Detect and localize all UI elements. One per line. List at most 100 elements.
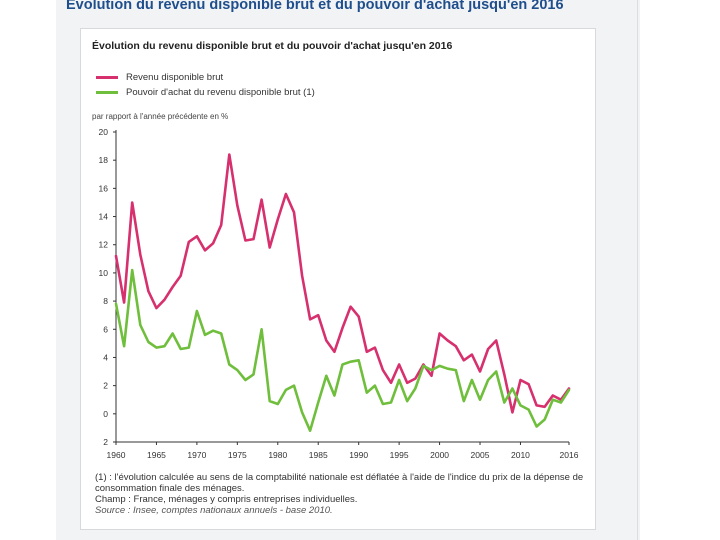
- data-point-revenu: [471, 353, 473, 355]
- data-point-pouvoir: [180, 348, 182, 350]
- y-tick-label: 6: [103, 324, 108, 334]
- data-point-pouvoir: [358, 359, 360, 361]
- data-point-revenu: [163, 299, 165, 301]
- data-point-revenu: [398, 363, 400, 365]
- x-tick-label: 1990: [349, 450, 368, 460]
- data-point-revenu: [236, 204, 238, 206]
- footnote-source: Source : Insee, comptes nationaux annuel…: [95, 505, 333, 516]
- data-point-revenu: [188, 241, 190, 243]
- data-point-revenu: [180, 275, 182, 277]
- x-tick-label: 2005: [471, 450, 490, 460]
- data-point-pouvoir: [293, 384, 295, 386]
- data-point-pouvoir: [341, 363, 343, 365]
- x-tick-label: 2000: [430, 450, 449, 460]
- data-point-revenu: [212, 242, 214, 244]
- data-point-pouvoir: [511, 387, 513, 389]
- data-point-pouvoir: [560, 401, 562, 403]
- data-point-pouvoir: [139, 324, 141, 326]
- data-point-pouvoir: [503, 401, 505, 403]
- data-point-pouvoir: [171, 332, 173, 334]
- data-point-revenu: [293, 211, 295, 213]
- legend-label-revenu: Revenu disponible brut: [126, 72, 224, 83]
- data-point-pouvoir: [147, 341, 149, 343]
- data-point-pouvoir: [252, 373, 254, 375]
- y-tick-label: 2: [103, 381, 108, 391]
- data-point-pouvoir: [479, 399, 481, 401]
- data-point-pouvoir: [398, 379, 400, 381]
- data-point-revenu: [527, 383, 529, 385]
- x-tick-label: 2016: [560, 450, 579, 460]
- data-point-revenu: [358, 315, 360, 317]
- data-point-pouvoir: [438, 365, 440, 367]
- data-point-pouvoir: [260, 328, 262, 330]
- data-point-pouvoir: [568, 389, 570, 391]
- data-point-pouvoir: [422, 365, 424, 367]
- data-point-pouvoir: [204, 334, 206, 336]
- data-point-pouvoir: [123, 345, 125, 347]
- data-point-pouvoir: [535, 425, 537, 427]
- data-point-pouvoir: [544, 418, 546, 420]
- data-point-pouvoir: [414, 387, 416, 389]
- x-tick-label: 1960: [107, 450, 126, 460]
- chart-footnotes: (1) : l'évolution calculée au sens de la…: [95, 472, 585, 516]
- data-point-revenu: [204, 249, 206, 251]
- data-point-revenu: [552, 394, 554, 396]
- legend-item-pouvoir: Pouvoir d'achat du revenu disponible bru…: [96, 85, 315, 100]
- data-point-revenu: [495, 339, 497, 341]
- data-point-revenu: [455, 345, 457, 347]
- data-point-revenu: [341, 327, 343, 329]
- data-point-revenu: [155, 307, 157, 309]
- data-point-pouvoir: [325, 375, 327, 377]
- data-point-pouvoir: [236, 369, 238, 371]
- data-point-pouvoir: [131, 269, 133, 271]
- data-point-revenu: [325, 339, 327, 341]
- data-point-pouvoir: [317, 401, 319, 403]
- x-tick-label: 1995: [390, 450, 409, 460]
- data-point-revenu: [260, 198, 262, 200]
- x-tick-label: 1985: [309, 450, 328, 460]
- data-point-pouvoir: [301, 411, 303, 413]
- y-tick-label: 8: [103, 296, 108, 306]
- data-point-revenu: [487, 348, 489, 350]
- data-point-revenu: [382, 369, 384, 371]
- y-tick-label: 0: [103, 409, 108, 419]
- x-tick-label: 1965: [147, 450, 166, 460]
- x-tick-label: 1970: [187, 450, 206, 460]
- data-point-pouvoir: [366, 392, 368, 394]
- data-point-pouvoir: [188, 346, 190, 348]
- x-tick-label: 2010: [511, 450, 530, 460]
- data-point-revenu: [171, 286, 173, 288]
- data-point-revenu: [511, 411, 513, 413]
- x-tick-label: 1980: [268, 450, 287, 460]
- data-point-revenu: [277, 218, 279, 220]
- data-point-revenu: [544, 406, 546, 408]
- data-point-pouvoir: [487, 379, 489, 381]
- data-point-pouvoir: [349, 361, 351, 363]
- data-point-revenu: [147, 290, 149, 292]
- data-point-pouvoir: [155, 346, 157, 348]
- data-point-revenu: [269, 246, 271, 248]
- data-point-revenu: [374, 346, 376, 348]
- data-point-pouvoir: [244, 379, 246, 381]
- data-point-revenu: [349, 306, 351, 308]
- data-point-pouvoir: [390, 401, 392, 403]
- data-point-revenu: [333, 351, 335, 353]
- data-point-pouvoir: [285, 389, 287, 391]
- chart-title: Évolution du revenu disponible brut et d…: [92, 40, 453, 52]
- series-line-pouvoir: [114, 268, 571, 433]
- data-point-revenu: [430, 375, 432, 377]
- data-point-pouvoir: [115, 303, 117, 305]
- data-point-revenu: [463, 359, 465, 361]
- data-point-pouvoir: [552, 399, 554, 401]
- legend-label-pouvoir: Pouvoir d'achat du revenu disponible bru…: [126, 87, 315, 98]
- legend-swatch-revenu: [96, 76, 118, 79]
- data-point-revenu: [503, 373, 505, 375]
- data-point-revenu: [139, 253, 141, 255]
- data-point-pouvoir: [447, 368, 449, 370]
- data-point-revenu: [309, 318, 311, 320]
- data-point-revenu: [196, 235, 198, 237]
- data-point-pouvoir: [277, 403, 279, 405]
- data-point-pouvoir: [406, 400, 408, 402]
- data-point-revenu: [220, 224, 222, 226]
